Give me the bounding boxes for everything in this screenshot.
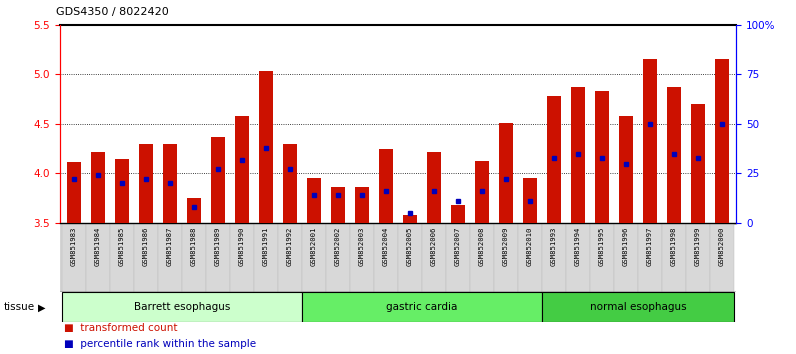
Bar [618,116,633,223]
Bar [110,223,134,292]
Bar [306,178,322,223]
Text: ▶: ▶ [38,302,45,312]
Bar [62,292,302,322]
Bar [350,223,374,292]
Text: GSM852000: GSM852000 [719,227,725,266]
Text: gastric cardia: gastric cardia [386,302,458,312]
Text: GSM851996: GSM851996 [623,227,629,266]
Text: GSM852003: GSM852003 [359,227,365,266]
Bar [326,223,350,292]
Text: GSM851988: GSM851988 [191,227,197,266]
Text: GDS4350 / 8022420: GDS4350 / 8022420 [57,7,169,17]
Bar [230,223,254,292]
Bar [182,223,206,292]
Bar [542,223,566,292]
Text: normal esophagus: normal esophagus [590,302,686,312]
Text: GSM851986: GSM851986 [143,227,149,266]
Text: GSM851992: GSM851992 [287,227,293,266]
Bar [134,223,158,292]
Bar [206,223,230,292]
Bar [62,223,86,292]
Bar [590,223,614,292]
Text: GSM852006: GSM852006 [431,227,437,266]
Bar [67,161,81,223]
Bar [547,96,561,223]
Bar [355,187,369,223]
Bar [499,123,513,223]
Bar [474,161,490,223]
Bar [614,223,638,292]
Bar [139,144,154,223]
Text: GSM852005: GSM852005 [407,227,413,266]
Text: GSM852010: GSM852010 [527,227,533,266]
Text: GSM851994: GSM851994 [575,227,581,266]
Bar [494,223,518,292]
Bar [259,72,273,223]
Bar [398,223,422,292]
Text: GSM851995: GSM851995 [599,227,605,266]
Text: GSM852004: GSM852004 [383,227,389,266]
Text: tissue: tissue [4,302,35,312]
Bar [571,87,585,223]
Bar [283,144,297,223]
Bar [331,187,345,223]
Bar [278,223,302,292]
Bar [691,104,705,223]
Bar [302,223,326,292]
Text: GSM851983: GSM851983 [71,227,77,266]
Text: GSM851999: GSM851999 [695,227,701,266]
Text: GSM852008: GSM852008 [479,227,485,266]
Text: GSM852002: GSM852002 [335,227,341,266]
Text: GSM851987: GSM851987 [167,227,173,266]
Text: GSM851993: GSM851993 [551,227,557,266]
Bar [422,223,446,292]
Text: ■  percentile rank within the sample: ■ percentile rank within the sample [64,339,256,349]
Text: GSM851984: GSM851984 [95,227,101,266]
Bar [302,292,542,322]
Bar [662,223,686,292]
Text: GSM851997: GSM851997 [647,227,653,266]
Text: GSM852007: GSM852007 [455,227,461,266]
Bar [715,59,729,223]
Bar [470,223,494,292]
Text: GSM851990: GSM851990 [239,227,245,266]
Bar [451,205,465,223]
Text: Barrett esophagus: Barrett esophagus [134,302,230,312]
Bar [115,159,129,223]
Text: GSM851998: GSM851998 [671,227,677,266]
Bar [379,149,393,223]
Bar [211,137,225,223]
Bar [710,223,734,292]
Bar [686,223,710,292]
Bar [566,223,590,292]
Bar [187,198,201,223]
Bar [667,87,681,223]
Bar [374,223,398,292]
Text: ■  transformed count: ■ transformed count [64,323,178,333]
Bar [595,91,609,223]
Bar [403,215,417,223]
Text: GSM851989: GSM851989 [215,227,221,266]
Bar [427,152,441,223]
Bar [235,116,249,223]
Bar [642,59,657,223]
Bar [638,223,662,292]
Text: GSM852001: GSM852001 [311,227,317,266]
Bar [163,144,178,223]
Bar [542,292,734,322]
Bar [518,223,542,292]
Bar [254,223,278,292]
Bar [158,223,182,292]
Bar [91,152,105,223]
Text: GSM851991: GSM851991 [263,227,269,266]
Text: GSM852009: GSM852009 [503,227,509,266]
Bar [446,223,470,292]
Bar [86,223,110,292]
Bar [523,178,537,223]
Text: GSM851985: GSM851985 [119,227,125,266]
